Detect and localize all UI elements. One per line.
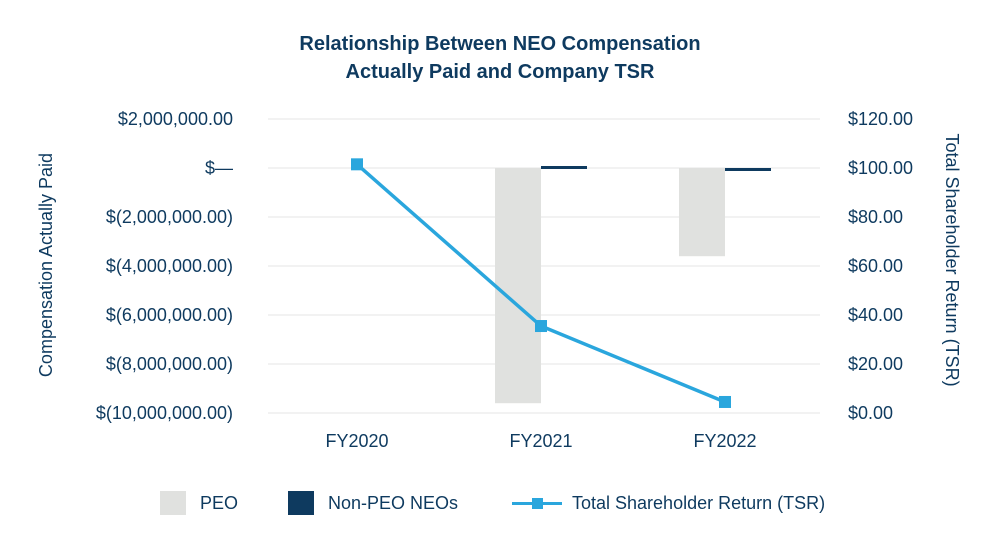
chart-title: Relationship Between NEO Compensation Ac… (0, 30, 1000, 86)
x-tick-label: FY2021 (509, 431, 572, 451)
y2-tick-label: $20.00 (848, 354, 903, 374)
bar-non-peo (541, 166, 587, 169)
chart-area: $2,000,000.00 $— $(2,000,000.00) $(4,000,00… (36, 109, 962, 451)
y2-tick-label: $60.00 (848, 256, 903, 276)
bars (495, 166, 771, 404)
y2-tick-label: $40.00 (848, 305, 903, 325)
left-axis-title: Compensation Actually Paid (36, 153, 56, 377)
x-axis-ticks: FY2020 FY2021 FY2022 (325, 431, 756, 451)
left-axis-ticks: $2,000,000.00 $— $(2,000,000.00) $(4,000,00… (96, 109, 233, 423)
y-tick-label: $(10,000,000.00) (96, 403, 233, 423)
legend-label-peo: PEO (200, 492, 239, 513)
legend-swatch-non-peo (288, 491, 314, 515)
bar-peo (495, 168, 541, 404)
y-tick-label: $(4,000,000.00) (106, 256, 233, 276)
legend-item-tsr: Total Shareholder Return (TSR) (512, 488, 825, 518)
legend-swatch-peo (160, 491, 186, 515)
tsr-marker (351, 158, 363, 171)
right-axis-title: Total Shareholder Return (TSR) (942, 133, 962, 386)
y-tick-label: $(2,000,000.00) (106, 207, 233, 227)
x-tick-label: FY2022 (693, 431, 756, 451)
tsr-marker (719, 395, 731, 408)
tsr-line (351, 158, 731, 408)
tsr-marker (535, 320, 547, 333)
chart-title-line-2: Actually Paid and Company TSR (345, 61, 655, 83)
legend-item-peo: PEO (160, 488, 238, 518)
y-tick-label: $(8,000,000.00) (106, 354, 233, 374)
legend: PEO Non-PEO NEOs Total Shareholder Retur… (0, 488, 1000, 518)
y2-tick-label: $100.00 (848, 158, 913, 178)
y2-tick-label: $80.00 (848, 207, 903, 227)
legend-label-non-peo: Non-PEO NEOs (328, 492, 459, 513)
chart-title-line-1: Relationship Between NEO Compensation (299, 33, 701, 55)
gridlines (268, 118, 820, 414)
y2-tick-label: $0.00 (848, 403, 893, 423)
legend-item-non-peo: Non-PEO NEOs (288, 488, 458, 518)
right-axis-ticks: $120.00 $100.00 $80.00 $60.00 $40.00 $20.00 $0… (848, 109, 913, 423)
y-tick-label: $(6,000,000.00) (106, 305, 233, 325)
bar-peo (679, 168, 725, 257)
y-tick-label: $2,000,000.00 (118, 109, 233, 129)
y-tick-label: $— (205, 158, 233, 178)
x-tick-label: FY2020 (325, 431, 388, 451)
legend-label-tsr: Total Shareholder Return (TSR) (572, 492, 826, 513)
legend-swatch-tsr (512, 491, 562, 515)
y2-tick-label: $120.00 (848, 109, 913, 129)
bar-non-peo (725, 168, 771, 171)
